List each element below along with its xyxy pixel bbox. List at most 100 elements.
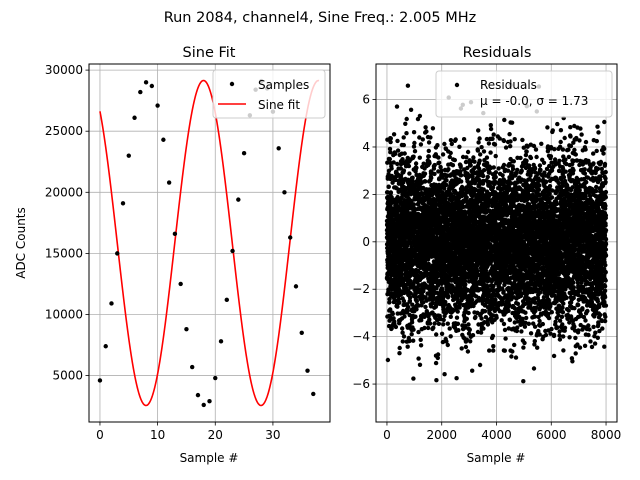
residual-point [440, 175, 445, 180]
residual-point [490, 136, 495, 141]
residual-point [385, 357, 391, 363]
residual-point [486, 141, 492, 146]
residual-point [518, 155, 523, 161]
residual-point [512, 137, 517, 142]
residual-point [484, 155, 490, 160]
residual-point [472, 159, 477, 164]
residual-point [440, 339, 446, 345]
sine-fit-plot-frame [88, 63, 331, 423]
residual-point [423, 125, 428, 130]
residual-point [408, 278, 413, 284]
residual-point [503, 145, 509, 150]
residual-point [463, 282, 468, 287]
residual-point [470, 368, 475, 373]
residual-point [416, 282, 421, 288]
residual-point [423, 295, 428, 300]
residual-point [432, 321, 437, 326]
residual-point [391, 316, 396, 321]
residual-point [444, 178, 449, 183]
residual-point [492, 142, 498, 147]
sample-point [311, 391, 316, 397]
residual-point [508, 139, 513, 144]
sample-point [288, 235, 293, 240]
residual-point [389, 173, 394, 179]
residual-point [490, 333, 496, 339]
residual-point [393, 151, 398, 156]
residual-point [443, 299, 448, 305]
residual-point [453, 137, 458, 142]
sample-point [143, 80, 149, 85]
residual-point [448, 334, 453, 339]
residual-point [411, 130, 417, 135]
residual-point [394, 104, 400, 109]
residual-point [426, 314, 431, 319]
sample-point [207, 399, 212, 404]
residual-point [433, 360, 439, 366]
residual-point [491, 348, 496, 353]
legend-samples-label: Samples [258, 78, 309, 92]
residual-point [401, 334, 407, 339]
residual-point [405, 344, 410, 349]
residual-point [411, 376, 416, 381]
residual-point [459, 179, 464, 184]
residual-point [442, 372, 447, 377]
residual-point [478, 330, 484, 335]
residual-point [493, 153, 498, 159]
residual-point [408, 107, 414, 113]
residual-point [515, 325, 520, 330]
residual-point [417, 362, 423, 367]
residual-point [493, 170, 499, 175]
sine-fit-x-ticks: 0 10 20 30 [96, 422, 281, 442]
sample-point [190, 364, 195, 370]
sine-fit-line [99, 79, 320, 407]
residual-point [493, 297, 498, 302]
residual-point [435, 352, 441, 357]
residual-point [457, 305, 462, 310]
residual-point [465, 149, 471, 155]
y-tick-label: 20000 [45, 185, 83, 199]
residual-point [407, 338, 412, 344]
residual-point [396, 296, 402, 302]
residual-point [501, 138, 507, 144]
residual-point [452, 157, 457, 163]
residual-point [473, 314, 478, 320]
sine-fit-title: Sine Fit [183, 45, 236, 61]
residual-point [463, 292, 468, 298]
residual-point [479, 316, 484, 321]
residual-point [491, 165, 496, 170]
residual-point [457, 144, 462, 149]
residual-point [464, 337, 469, 342]
residual-point [395, 138, 400, 144]
residual-point [467, 327, 472, 333]
residual-point [468, 163, 473, 168]
residual-point [411, 154, 416, 159]
residual-point [426, 140, 432, 145]
residual-point [411, 327, 416, 332]
residual-point [440, 152, 446, 157]
residual-point [440, 286, 445, 292]
residual-point [430, 126, 436, 131]
residual-point [508, 144, 513, 149]
residual-point [457, 301, 463, 307]
residual-point [448, 314, 453, 319]
residual-point [413, 161, 419, 166]
residual-point [501, 162, 507, 168]
residual-point [431, 296, 436, 302]
residual-point [416, 356, 421, 361]
residual-point [402, 151, 407, 156]
sample-point [305, 368, 310, 373]
residuals-title: Residuals [463, 45, 532, 61]
residual-point [417, 113, 423, 119]
residual-point [507, 132, 512, 137]
y-tick-label: 25000 [45, 124, 83, 138]
residual-point [502, 327, 508, 333]
residual-point [421, 161, 426, 166]
residual-point [409, 320, 415, 325]
residual-point [507, 317, 513, 323]
residual-point [400, 157, 405, 162]
residual-point [390, 311, 395, 317]
sample-point [115, 251, 120, 256]
residual-point [401, 142, 406, 148]
residual-point [469, 297, 475, 302]
